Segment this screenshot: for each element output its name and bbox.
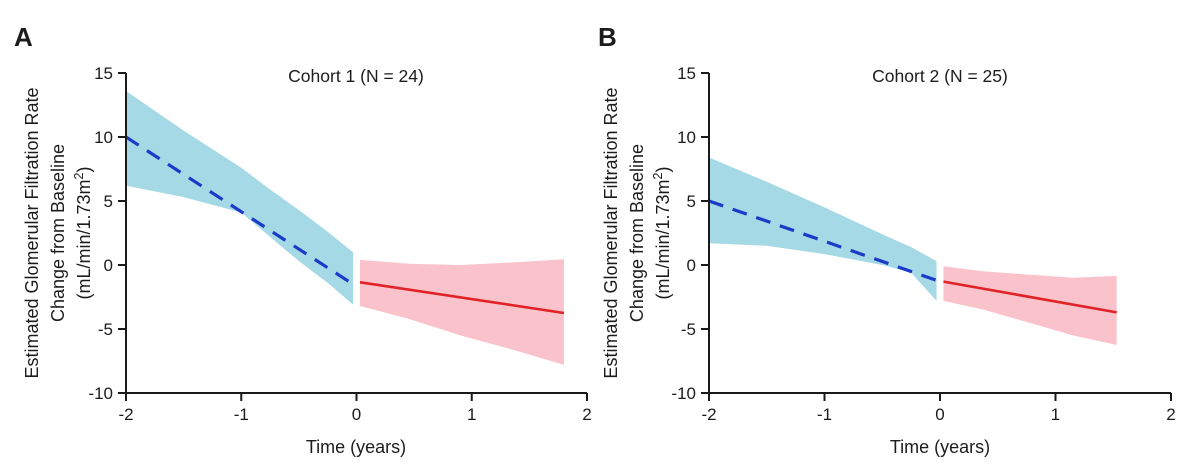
panel-a-y-tick-label: 5 [104,192,113,211]
panel-b-pre-baseline-fit-line [708,199,938,282]
panel-b-letter: B [598,22,617,52]
panel-a-y-tick-label: -5 [98,320,113,339]
panel-b-ylabel-line3: (mL/min/1.73m2) [651,167,673,300]
panel-a-post-baseline-ci-band [359,259,564,365]
panel-a-ylabel-line3: (mL/min/1.73m2) [72,167,94,300]
panel-b-pre-baseline-ci-band [709,157,937,301]
panel-b-y-tick-label: -10 [671,384,696,403]
panel-a-ylabel-line1: Estimated Glomerular Filtration Rate [22,87,42,378]
panel-b-ylabel-line1: Estimated Glomerular Filtration Rate [601,87,621,378]
panel-a-x-tick-label: 0 [352,405,361,424]
panel-a-x-tick-label: -1 [234,405,249,424]
panel-a-ylabel-line2: Change from Baseline [48,144,68,322]
panel-b-x-tick-label: 2 [1166,405,1175,424]
panel-a-x-tick-label: 1 [467,405,476,424]
panel-a-x-tick-label: 2 [582,405,591,424]
panel-a-title: Cohort 1 (N = 24) [288,66,424,86]
panel-b-y-tick-label: -5 [681,320,696,339]
panel-b-title: Cohort 2 (N = 25) [872,66,1008,86]
panel-b-ylabel-line2: Change from Baseline [627,144,647,322]
panel-b-post-baseline-ci-band [943,266,1117,345]
panel-b-y-tick-label: 0 [687,256,696,275]
panel-b-x-tick-label: 0 [935,405,944,424]
panel-b-post-baseline-fit-line [943,280,1117,314]
panel-b-y-tick-label: 5 [687,192,696,211]
panel-b-xlabel: Time (years) [890,437,990,457]
panel-a-post-baseline-fit-line [359,280,565,315]
panel-a-xlabel: Time (years) [306,437,406,457]
panel-a-y-tick-label: 15 [94,64,113,83]
panel-a-letter: A [14,22,33,52]
panel-a-y-tick-label: 10 [94,128,113,147]
panel-b-x-tick-label: 1 [1051,405,1060,424]
panel-b-y-tick-label: 15 [677,64,696,83]
panel-b-x-tick-label: -2 [701,405,716,424]
panel-a-y-tick-label: 0 [104,256,113,275]
panel-a-pre-baseline-fit-line [125,135,354,286]
panel-b-x-tick-label: -1 [817,405,832,424]
panel-a-y-tick-label: -10 [88,384,113,403]
panel-b-y-tick-label: 10 [677,128,696,147]
panel-a-pre-baseline-ci-band [126,90,354,305]
panel-a-x-tick-label: -2 [118,405,133,424]
